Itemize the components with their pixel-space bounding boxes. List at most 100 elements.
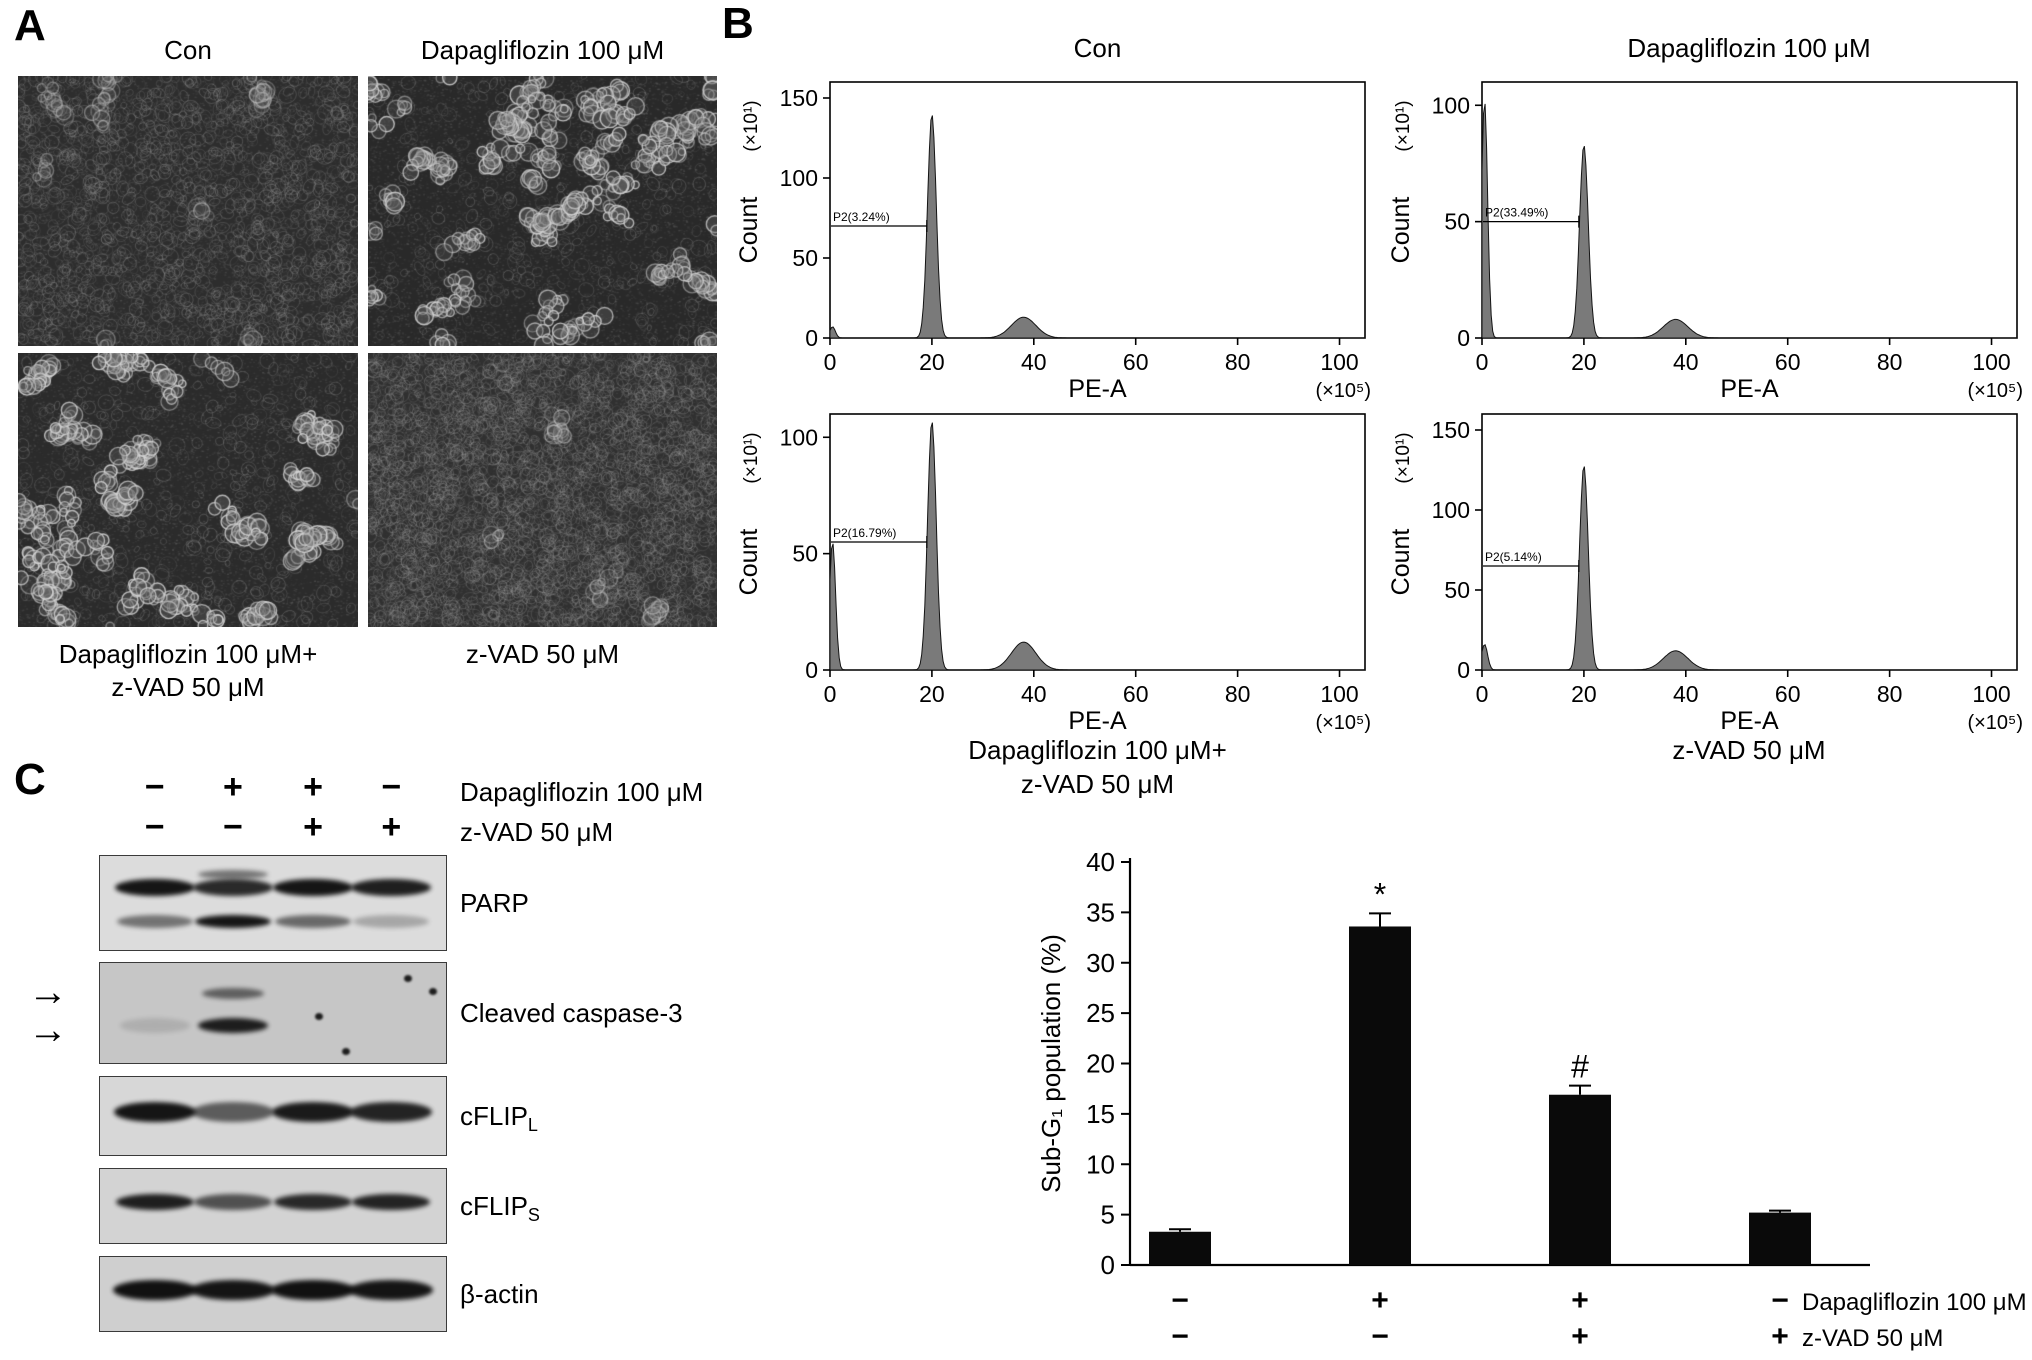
blot-band bbox=[348, 1280, 433, 1301]
blot-label-subscript: L bbox=[527, 1115, 538, 1136]
svg-text:#: # bbox=[1571, 1049, 1589, 1085]
blot-parp bbox=[99, 855, 447, 951]
blot-label-parp: PARP bbox=[460, 887, 529, 928]
blot-band bbox=[116, 1194, 195, 1211]
bar-treatment-label-zvad: z-VAD 50 μM bbox=[1802, 1325, 1944, 1352]
blot-band bbox=[271, 1102, 354, 1123]
svg-text:Count: Count bbox=[735, 529, 763, 596]
svg-text:P2(3.24%): P2(3.24%) bbox=[833, 210, 890, 224]
panel-a-caption-right: z-VAD 50 μM bbox=[465, 639, 620, 669]
flow-caption-dapa-zvad-line1: Dapagliflozin 100 μM+ bbox=[968, 735, 1227, 765]
flow-histogram-dapagliflozin-zvad: 0 20 40 60 80 100 PE-A (×10⁵) 0 50 100 Count (×10¹) P… bbox=[735, 413, 1371, 735]
svg-text:100: 100 bbox=[780, 165, 818, 191]
blot-band bbox=[198, 870, 269, 880]
treatment-sign: − bbox=[144, 808, 165, 846]
svg-text:40: 40 bbox=[1673, 349, 1699, 375]
svg-text:40: 40 bbox=[1021, 681, 1047, 707]
subg1-bar-chart: 0 5 10 15 20 25 30 35 40 Sub-G₁ population (%) * # bbox=[1036, 847, 1870, 1280]
treatment-sign: − bbox=[223, 808, 243, 846]
panel-a-caption-left-line2: z-VAD 50 μM bbox=[111, 672, 265, 702]
svg-text:80: 80 bbox=[1225, 681, 1251, 707]
svg-text:10: 10 bbox=[1086, 1149, 1115, 1179]
blot-band bbox=[195, 915, 272, 929]
svg-text:P2(33.49%): P2(33.49%) bbox=[1485, 206, 1548, 220]
svg-text:Count: Count bbox=[1387, 197, 1415, 264]
svg-text:40: 40 bbox=[1021, 349, 1047, 375]
svg-text:20: 20 bbox=[919, 349, 945, 375]
svg-text:5: 5 bbox=[1101, 1200, 1115, 1230]
flow-title-dapagliflozin: Dapagliflozin 100 μM bbox=[1627, 33, 1871, 63]
svg-text:40: 40 bbox=[1673, 681, 1699, 707]
svg-text:30: 30 bbox=[1086, 948, 1115, 978]
blot-label-text: cFLIP bbox=[460, 1191, 528, 1221]
blot-band bbox=[115, 879, 196, 897]
micrograph-dapagliflozin-zvad bbox=[18, 353, 358, 627]
blot-band bbox=[352, 915, 429, 929]
treatment-sign: + bbox=[303, 768, 323, 806]
bar-treatment-sign-row-zvad: − − + + bbox=[0, 1320, 2032, 1360]
blot-treatment-label-dapagliflozin: Dapagliflozin 100 μM bbox=[460, 777, 704, 807]
blot-cflip-s bbox=[99, 1168, 447, 1244]
svg-text:PE-A: PE-A bbox=[1720, 707, 1779, 735]
blot-band bbox=[191, 1280, 276, 1301]
blot-band bbox=[202, 987, 265, 999]
svg-text:PE-A: PE-A bbox=[1720, 375, 1779, 403]
svg-text:15: 15 bbox=[1086, 1099, 1115, 1129]
svg-text:25: 25 bbox=[1086, 998, 1115, 1028]
blot-cflip-l bbox=[99, 1076, 447, 1156]
svg-text:0: 0 bbox=[1457, 325, 1470, 351]
svg-text:50: 50 bbox=[792, 541, 818, 567]
treatment-sign: − bbox=[381, 768, 402, 806]
svg-text:100: 100 bbox=[1432, 92, 1470, 118]
svg-text:60: 60 bbox=[1123, 681, 1149, 707]
panel-a-title-con: Con bbox=[164, 35, 212, 65]
svg-text:0: 0 bbox=[805, 657, 818, 683]
svg-text:60: 60 bbox=[1775, 349, 1801, 375]
treatment-sign: + bbox=[223, 768, 243, 806]
treatment-sign: + bbox=[1571, 1284, 1589, 1317]
blot-label-cflip-l: cFLIPL bbox=[460, 1100, 538, 1141]
svg-text:P2(5.14%): P2(5.14%) bbox=[1485, 550, 1542, 564]
blot-label-text: cFLIP bbox=[460, 1101, 528, 1131]
blot-band bbox=[198, 1017, 269, 1033]
treatment-sign: + bbox=[1371, 1284, 1389, 1317]
blot-band bbox=[349, 1102, 432, 1123]
flow-caption-zvad: z-VAD 50 μM bbox=[1672, 735, 1826, 765]
svg-text:20: 20 bbox=[1571, 681, 1597, 707]
svg-text:Count: Count bbox=[735, 197, 763, 264]
panel-a-title-dapagliflozin: Dapagliflozin 100 μM bbox=[420, 35, 665, 65]
blot-band bbox=[193, 879, 274, 897]
treatment-sign: + bbox=[303, 808, 323, 846]
treatment-sign: − bbox=[1171, 1320, 1189, 1353]
bar-treatment-sign-row-dapagliflozin: − + + − bbox=[0, 1284, 2032, 1324]
blot-label-cleaved-caspase3: Cleaved caspase-3 bbox=[460, 997, 683, 1038]
blot-label-text: β-actin bbox=[460, 1279, 539, 1309]
blot-band bbox=[192, 1102, 275, 1123]
micrograph-dapagliflozin bbox=[368, 76, 717, 346]
svg-text:150: 150 bbox=[1432, 417, 1470, 443]
blot-band bbox=[351, 1194, 430, 1211]
svg-text:20: 20 bbox=[1086, 1049, 1115, 1079]
svg-text:100: 100 bbox=[780, 424, 818, 450]
svg-text:0: 0 bbox=[1101, 1250, 1115, 1280]
blot-band bbox=[194, 1194, 273, 1211]
blot-band bbox=[272, 879, 353, 897]
treatment-sign: + bbox=[1771, 1320, 1789, 1353]
blot-band bbox=[117, 915, 194, 929]
blot-label-text: Cleaved caspase-3 bbox=[460, 998, 683, 1028]
svg-text:0: 0 bbox=[824, 681, 837, 707]
blot-treatment-label-zvad: z-VAD 50 μM bbox=[460, 817, 614, 847]
svg-text:0: 0 bbox=[805, 325, 818, 351]
treatment-sign: − bbox=[1371, 1320, 1389, 1353]
panel-c-label: C bbox=[14, 755, 46, 804]
blot-label-text: PARP bbox=[460, 888, 529, 918]
svg-text:60: 60 bbox=[1123, 349, 1149, 375]
svg-text:(×10¹): (×10¹) bbox=[741, 100, 762, 151]
panel-a-caption-left-line1: Dapagliflozin 100 μM+ bbox=[58, 639, 318, 669]
band-arrow-icon: → bbox=[28, 1008, 68, 1052]
blot-beta-actin bbox=[99, 1256, 447, 1332]
svg-text:(×10⁵): (×10⁵) bbox=[1967, 380, 2023, 402]
svg-text:60: 60 bbox=[1775, 681, 1801, 707]
micrograph-zvad bbox=[368, 353, 717, 627]
